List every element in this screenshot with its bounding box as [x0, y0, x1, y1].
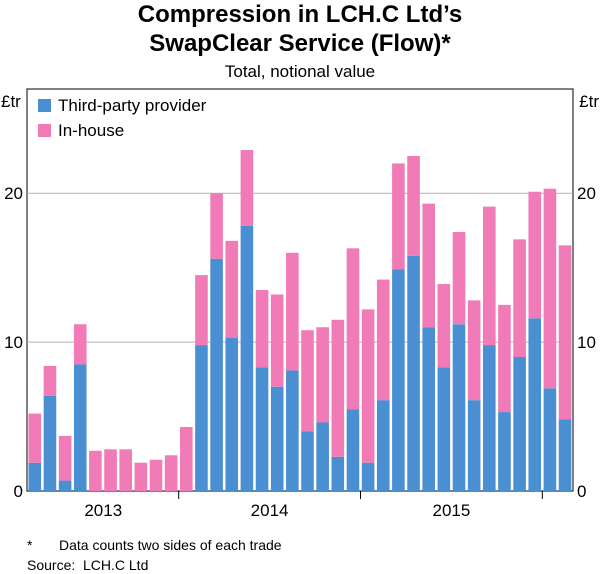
source-label: Source: — [27, 557, 76, 573]
bar-in-house — [558, 245, 572, 420]
bar-in-house — [58, 435, 72, 481]
bar-in-house — [407, 156, 420, 256]
footnote-text: Data counts two sides of each trade — [59, 537, 282, 553]
bar-in-house — [331, 319, 345, 457]
bar-third-party — [361, 462, 375, 491]
bar-in-house — [422, 203, 435, 328]
bar-in-house — [164, 455, 178, 491]
bar-third-party — [270, 386, 284, 491]
y-tick-label-left: 0 — [14, 482, 23, 501]
bar-in-house — [376, 279, 390, 401]
bar-third-party — [437, 367, 451, 491]
y-axis-unit-left: £tr — [1, 92, 21, 111]
bar-in-house — [361, 309, 375, 463]
bar-third-party — [528, 318, 542, 491]
bar-third-party — [422, 327, 435, 491]
bar-in-house — [104, 449, 117, 491]
legend-swatch — [38, 124, 51, 137]
source-note: Source: LCH.C Ltd — [27, 557, 148, 573]
bar-third-party — [210, 258, 223, 491]
x-tick-label: 2013 — [84, 501, 122, 520]
bar-in-house — [270, 294, 284, 387]
source-text: LCH.C Ltd — [83, 557, 149, 573]
bar-third-party — [255, 367, 269, 491]
y-tick-label-right: 0 — [577, 482, 586, 501]
bar-third-party — [301, 431, 314, 491]
bar-in-house — [255, 290, 269, 368]
bar-third-party — [346, 409, 360, 491]
bar-third-party — [43, 395, 57, 491]
bar-in-house — [301, 330, 314, 432]
bar-in-house — [240, 150, 254, 226]
bar-in-house — [498, 304, 511, 413]
bar-in-house — [134, 462, 148, 491]
bar-in-house — [513, 239, 526, 357]
bar-in-house — [437, 284, 451, 368]
bar-third-party — [195, 345, 208, 491]
bar-third-party — [331, 456, 345, 491]
bar-in-house — [316, 327, 329, 423]
legend-label: Third-party provider — [58, 96, 207, 115]
bar-in-house — [392, 163, 405, 270]
bar-third-party — [467, 400, 481, 491]
bar-third-party — [286, 370, 299, 491]
y-axis-unit-right: £tr — [579, 92, 599, 111]
bar-third-party — [58, 480, 72, 491]
bar-third-party — [543, 388, 557, 491]
bar-third-party — [498, 412, 511, 491]
y-tick-label-left: 20 — [4, 184, 23, 203]
bar-in-house — [210, 193, 223, 259]
bar-third-party — [316, 422, 329, 491]
bar-in-house — [28, 413, 42, 463]
chart-title-line2: SwapClear Service (Flow)* — [149, 30, 451, 57]
chart-title: Compression in LCH.C Ltd’s — [137, 1, 463, 28]
chart-subtitle: Total, notional value — [224, 62, 376, 81]
y-tick-label-left: 10 — [4, 333, 23, 352]
bar-third-party — [376, 400, 390, 491]
legend-swatch — [38, 99, 51, 112]
bar-in-house — [543, 188, 557, 389]
footnote: * Data counts two sides of each trade — [27, 537, 282, 553]
bar-third-party — [452, 324, 466, 491]
bar-in-house — [286, 252, 299, 371]
legend-label: In-house — [58, 121, 124, 140]
bar-in-house — [73, 324, 87, 365]
x-tick-label: 2015 — [432, 501, 470, 520]
y-tick-label-right: 20 — [577, 184, 596, 203]
bar-in-house — [225, 240, 239, 338]
bar-in-house — [180, 426, 193, 491]
bar-in-house — [89, 450, 102, 491]
bar-in-house — [528, 191, 542, 319]
bar-third-party — [28, 462, 42, 491]
bar-third-party — [483, 345, 496, 491]
bar-in-house — [452, 231, 466, 325]
bar-third-party — [73, 364, 87, 491]
footnote-mark: * — [27, 537, 33, 553]
bar-in-house — [195, 275, 208, 346]
bar-third-party — [513, 357, 526, 491]
bar-in-house — [467, 300, 481, 401]
bar-third-party — [392, 269, 405, 491]
bar-third-party — [225, 337, 239, 491]
bar-third-party — [407, 255, 420, 491]
bar-in-house — [346, 248, 360, 410]
bar-in-house — [483, 206, 496, 346]
bar-third-party — [240, 225, 254, 492]
bar-in-house — [119, 449, 132, 491]
bar-in-house — [43, 365, 57, 396]
stacked-bar-chart: 0 0 10 10 20 20 £tr £tr 2013 2014 2015 Third-party … — [1, 88, 599, 520]
x-tick-label: 2014 — [251, 501, 289, 520]
bar-third-party — [558, 419, 572, 491]
plot-frame — [26, 88, 574, 492]
y-tick-label-right: 10 — [577, 333, 596, 352]
bar-in-house — [149, 459, 163, 491]
